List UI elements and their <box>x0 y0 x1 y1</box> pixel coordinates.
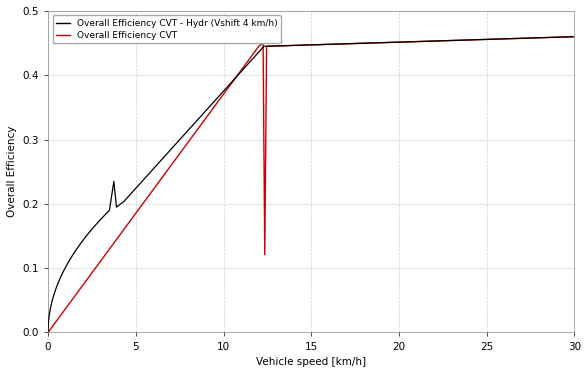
X-axis label: Vehicle speed [km/h]: Vehicle speed [km/h] <box>256 357 366 367</box>
Y-axis label: Overall Efficiency: Overall Efficiency <box>7 126 17 217</box>
Legend: Overall Efficiency CVT - Hydr (Vshift 4 km/h), Overall Efficiency CVT: Overall Efficiency CVT - Hydr (Vshift 4 … <box>52 15 281 43</box>
